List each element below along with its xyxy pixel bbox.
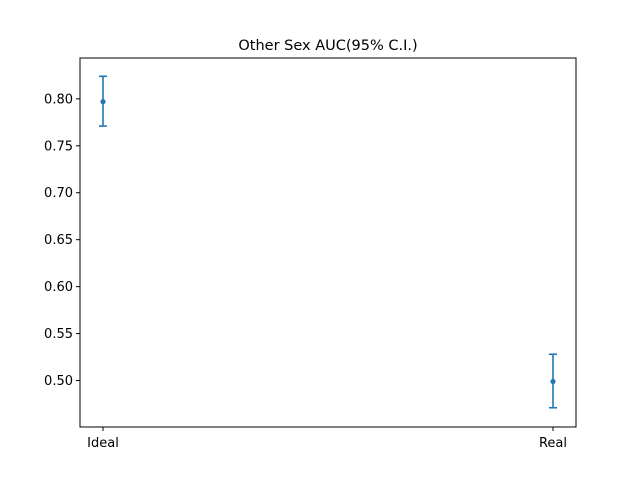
y-tick-label: 0.60 [44, 280, 73, 295]
x-tick-label: Ideal [87, 436, 119, 451]
y-tick-label: 0.80 [44, 92, 73, 107]
y-tick-label: 0.65 [44, 233, 73, 248]
x-axis: Ideal Real [87, 427, 567, 451]
data-point [550, 378, 556, 385]
y-tick-label: 0.55 [44, 327, 73, 342]
y-tick-label: 0.70 [44, 186, 73, 201]
axes-frame [79, 57, 577, 428]
y-tick-label: 0.75 [44, 139, 73, 154]
plot-area [79, 57, 577, 428]
y-axis: 0.50 0.55 0.60 0.65 0.70 0.75 0.80 [44, 92, 80, 389]
data-series [99, 75, 557, 409]
y-tick-label: 0.50 [44, 374, 73, 389]
x-tick-label: Real [539, 436, 567, 451]
error-bar-group [99, 75, 107, 127]
data-point [100, 99, 106, 105]
error-bar-group [549, 353, 557, 409]
chart-title: Other Sex AUC(95% C.I.) [238, 38, 417, 54]
